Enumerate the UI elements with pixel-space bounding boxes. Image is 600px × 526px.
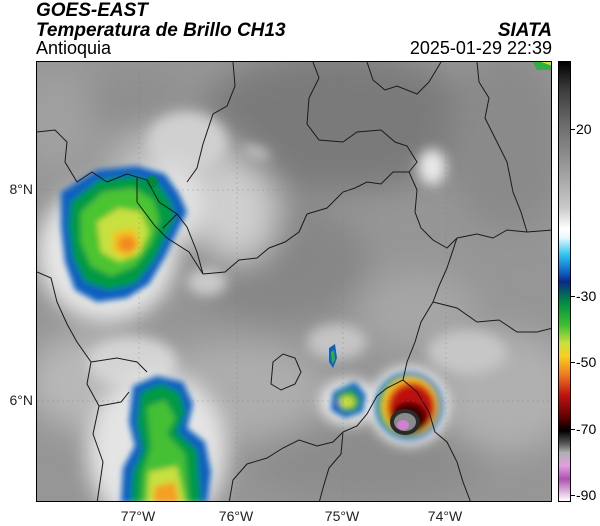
latitude-label-8n: 8°N bbox=[9, 181, 34, 197]
longitude-label-74w: 74°W bbox=[427, 508, 463, 524]
colorbar-tick bbox=[571, 362, 575, 363]
longitude-label-77w: 77°W bbox=[120, 508, 156, 524]
datetime-label: 2025-01-29 22:39 bbox=[409, 38, 552, 58]
longitude-label-75w: 75°W bbox=[324, 508, 360, 524]
colorbar-tick bbox=[571, 429, 575, 430]
thin-cloud-features bbox=[87, 112, 507, 387]
source-label: SIATA bbox=[497, 20, 552, 41]
colorbar-label: -50 bbox=[576, 354, 597, 370]
political-borders bbox=[37, 62, 551, 501]
colorbar-tick bbox=[571, 495, 575, 496]
satellite-imagery bbox=[37, 62, 551, 501]
colorbar-label: 20 bbox=[576, 121, 592, 137]
storm-cell-central bbox=[319, 344, 379, 426]
region-label: Antioquia bbox=[36, 38, 112, 58]
storm-cell-deep-convection bbox=[369, 366, 449, 446]
product-title: Temperatura de Brillo CH13 bbox=[36, 20, 286, 41]
graticule bbox=[37, 62, 551, 501]
warm-background-field bbox=[37, 62, 551, 501]
satellite-map bbox=[36, 61, 552, 502]
latitude-label-6n: 6°N bbox=[9, 392, 34, 408]
colorbar-tick bbox=[571, 129, 575, 130]
storm-cell-southwest bbox=[87, 372, 227, 501]
storm-cell-northeast-corner bbox=[533, 62, 551, 70]
storm-cell-northwest bbox=[37, 162, 207, 322]
colorbar-label: -90 bbox=[576, 487, 597, 503]
colorbar-tick bbox=[571, 296, 575, 297]
longitude-label-76w: 76°W bbox=[218, 508, 254, 524]
colorbar-label: -70 bbox=[576, 421, 597, 437]
satellite-title: GOES-EAST bbox=[36, 0, 148, 21]
temperature-colorbar bbox=[558, 61, 571, 502]
colorbar-label: -30 bbox=[576, 288, 597, 304]
